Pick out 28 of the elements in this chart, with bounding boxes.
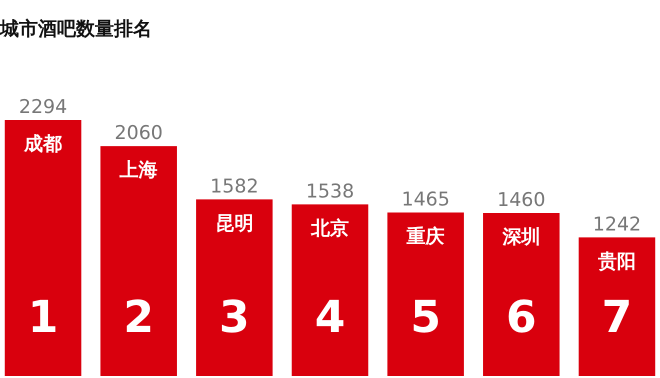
bar	[483, 213, 560, 376]
annotation: 2	[123, 292, 154, 343]
annotation: 7	[602, 292, 632, 343]
data-label: 1538	[306, 180, 354, 202]
data-label: 1460	[497, 189, 546, 212]
data-label: 2060	[114, 122, 163, 144]
bar	[387, 212, 464, 376]
x-tick-label: 上海	[118, 159, 158, 182]
annotation: 6	[506, 292, 537, 343]
bar	[196, 199, 273, 376]
bar	[578, 237, 656, 376]
data-label: 1242	[592, 213, 642, 236]
data-label: 1465	[401, 188, 450, 210]
annotation: 3	[219, 292, 250, 343]
annotation: 1	[28, 292, 58, 343]
data-label: 1582	[210, 175, 259, 198]
data-label: 2294	[18, 96, 68, 118]
x-tick-label: 成都	[23, 132, 62, 155]
annotation: 4	[314, 292, 346, 343]
bar	[100, 146, 177, 376]
x-tick-label: 北京	[310, 217, 349, 240]
x-tick-label: 贵阳	[596, 250, 636, 272]
bar	[4, 120, 82, 376]
x-tick-label: 昆明	[215, 212, 254, 234]
x-tick-label: 深圳	[501, 226, 540, 248]
annotation: 5	[410, 292, 441, 343]
bar	[292, 204, 368, 376]
x-tick-label: 重庆	[406, 225, 445, 248]
